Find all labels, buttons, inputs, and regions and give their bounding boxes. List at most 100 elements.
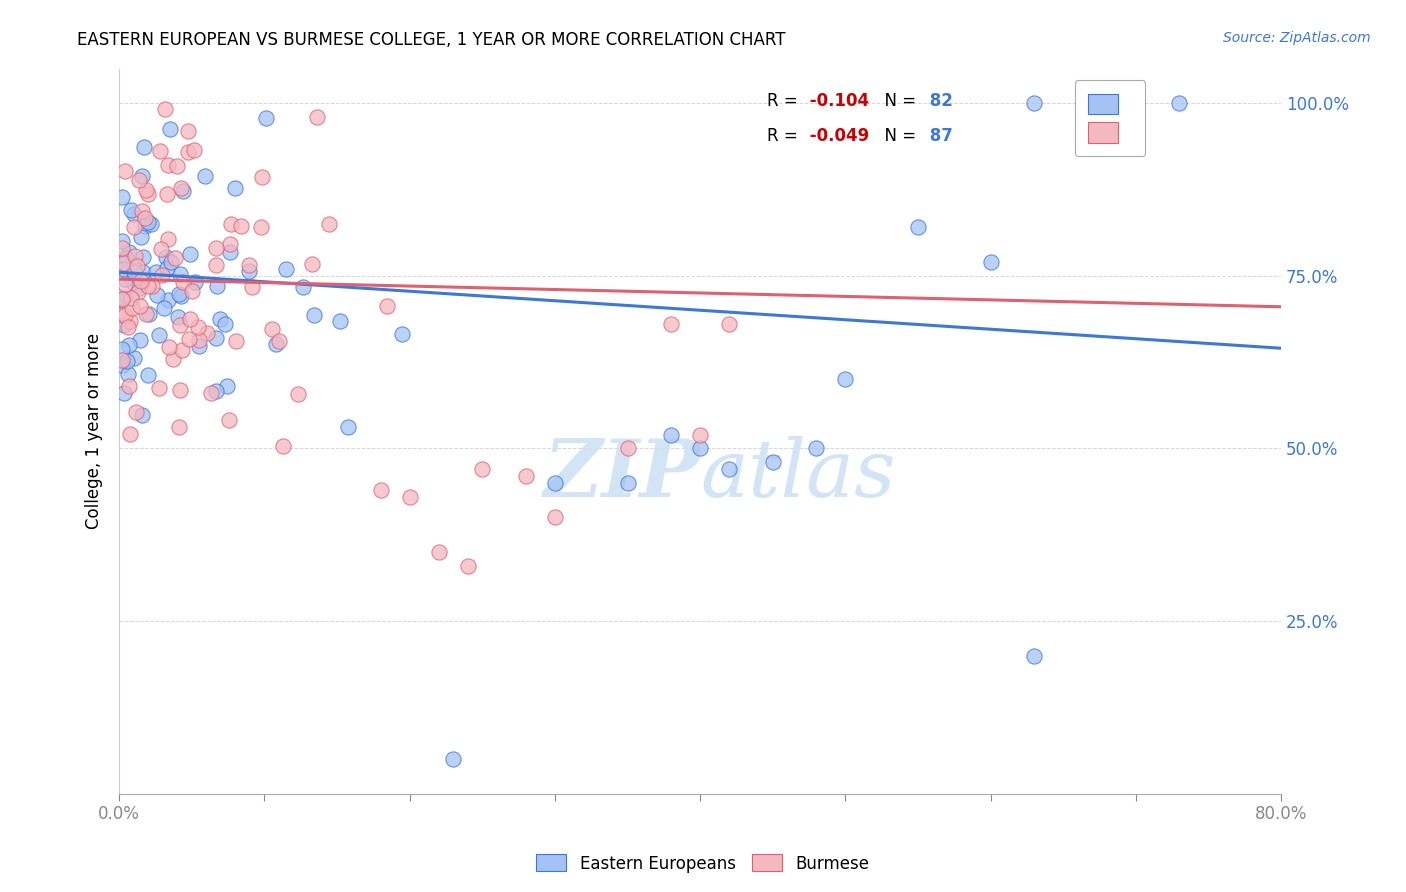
Point — [146, 288, 169, 302]
Point — [155, 250, 177, 264]
Point — [149, 242, 172, 256]
Point — [177, 332, 200, 346]
Text: ZIP: ZIP — [543, 436, 700, 514]
Point — [262, 322, 284, 336]
Point — [718, 317, 741, 331]
Point — [1022, 648, 1045, 663]
Point — [124, 249, 146, 263]
Point — [112, 291, 135, 305]
Point — [122, 219, 145, 234]
Point — [122, 265, 145, 279]
Point — [114, 164, 136, 178]
Point — [131, 203, 153, 218]
Point — [167, 287, 190, 301]
Point — [167, 420, 190, 434]
Point — [166, 159, 188, 173]
Text: N =: N = — [875, 127, 917, 145]
Point — [156, 293, 179, 308]
Point — [114, 277, 136, 292]
Point — [427, 545, 450, 559]
Point — [163, 251, 186, 265]
Point — [131, 169, 153, 183]
Text: R =: R = — [768, 93, 799, 111]
Point — [231, 219, 253, 233]
Point — [471, 462, 494, 476]
Point — [179, 311, 201, 326]
Point — [170, 343, 193, 357]
Point — [287, 386, 309, 401]
Point — [240, 280, 263, 294]
Point — [111, 241, 134, 255]
Point — [132, 265, 155, 279]
Point — [167, 310, 190, 325]
Point — [398, 490, 420, 504]
Point — [441, 752, 464, 766]
Point — [118, 379, 141, 393]
Point — [250, 220, 273, 235]
Point — [318, 217, 340, 231]
Text: R =: R = — [768, 127, 799, 145]
Point — [616, 475, 638, 490]
Point — [238, 264, 260, 278]
Point — [305, 110, 328, 124]
Point — [659, 427, 682, 442]
Point — [370, 483, 392, 497]
Point — [112, 255, 135, 269]
Legend: Eastern Europeans, Burmese: Eastern Europeans, Burmese — [530, 847, 876, 880]
Point — [156, 260, 179, 275]
Point — [180, 284, 202, 298]
Point — [153, 301, 176, 316]
Point — [112, 318, 135, 332]
Point — [111, 359, 134, 373]
Point — [291, 280, 314, 294]
Text: EASTERN EUROPEAN VS BURMESE COLLEGE, 1 YEAR OR MORE CORRELATION CHART: EASTERN EUROPEAN VS BURMESE COLLEGE, 1 Y… — [77, 31, 786, 49]
Point — [225, 334, 247, 348]
Point — [157, 232, 180, 246]
Text: -0.104: -0.104 — [803, 93, 869, 111]
Point — [204, 331, 226, 345]
Point — [128, 281, 150, 295]
Point — [274, 261, 297, 276]
Point — [689, 442, 711, 456]
Point — [302, 308, 325, 322]
Point — [117, 367, 139, 381]
Point — [375, 299, 398, 313]
Point — [188, 339, 211, 353]
Text: N =: N = — [875, 93, 917, 111]
Point — [179, 246, 201, 260]
Point — [111, 234, 134, 248]
Point — [176, 145, 198, 159]
Point — [114, 308, 136, 322]
Point — [128, 173, 150, 187]
Point — [112, 262, 135, 277]
Point — [218, 245, 240, 260]
Point — [256, 111, 278, 125]
Point — [118, 244, 141, 259]
Point — [177, 124, 200, 138]
Point — [169, 267, 191, 281]
Point — [762, 455, 785, 469]
Y-axis label: College, 1 year or more: College, 1 year or more — [86, 333, 103, 529]
Point — [169, 318, 191, 332]
Point — [150, 268, 173, 282]
Point — [129, 333, 152, 347]
Point — [120, 291, 142, 305]
Point — [135, 183, 157, 197]
Text: atlas: atlas — [700, 436, 896, 514]
Point — [183, 275, 205, 289]
Point — [141, 217, 163, 231]
Point — [132, 140, 155, 154]
Point — [336, 420, 359, 434]
Point — [149, 144, 172, 158]
Point — [129, 230, 152, 244]
Point — [208, 311, 231, 326]
Text: 82: 82 — [924, 93, 953, 111]
Point — [544, 475, 567, 490]
Point — [128, 298, 150, 312]
Point — [134, 219, 156, 233]
Point — [217, 378, 239, 392]
Point — [111, 343, 134, 357]
Point — [183, 143, 205, 157]
Text: 87: 87 — [924, 127, 953, 145]
Point — [136, 215, 159, 229]
